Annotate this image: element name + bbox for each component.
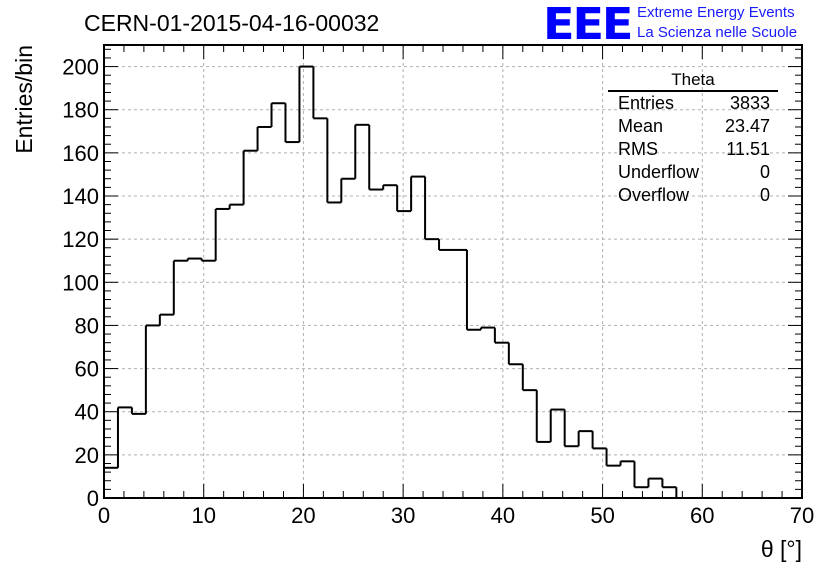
y-tick-label: 180 — [62, 98, 99, 123]
y-tick-label: 120 — [62, 227, 99, 252]
x-axis-label: θ [°] — [761, 536, 802, 562]
x-tick-label: 0 — [98, 503, 110, 528]
eee-logo: EEE — [543, 0, 633, 50]
y-tick-label: 200 — [62, 55, 99, 80]
brand-line-1: Extreme Energy Events — [637, 4, 795, 21]
stats-value: 3833 — [729, 93, 770, 113]
y-tick-label: 40 — [75, 400, 99, 425]
stats-value: 0 — [759, 162, 770, 182]
y-tick-label: 160 — [62, 141, 99, 166]
y-axis-label: Entries/bin — [11, 45, 37, 154]
histogram-bars — [103, 65, 691, 499]
stats-label: Mean — [618, 116, 664, 136]
stats-value: 0 — [759, 185, 770, 205]
y-tick-label: 100 — [62, 270, 99, 295]
x-tick-label: 10 — [191, 503, 215, 528]
x-tick-label: 70 — [790, 503, 814, 528]
stats-row-entries: Entries 3833 — [608, 92, 778, 115]
y-tick-label: 60 — [75, 357, 99, 382]
x-tick-label: 40 — [491, 503, 515, 528]
stats-row-mean: Mean 23.47 — [608, 115, 778, 138]
stats-row-rms: RMS 11.51 — [608, 138, 778, 161]
x-tick-label: 60 — [690, 503, 714, 528]
stats-title: Theta — [608, 70, 778, 92]
axis-ticks — [103, 45, 803, 499]
grid-lines — [104, 45, 802, 498]
x-tick-label: 50 — [590, 503, 614, 528]
stats-box: Theta Entries 3833 Mean 23.47 RMS 11.51 … — [608, 70, 778, 207]
y-tick-label: 80 — [75, 313, 99, 338]
y-tick-label: 140 — [62, 184, 99, 209]
stats-value: 11.51 — [726, 139, 770, 159]
stats-label: RMS — [618, 139, 658, 159]
stats-value: 23.47 — [724, 116, 770, 136]
x-tick-label: 30 — [391, 503, 415, 528]
stats-row-underflow: Underflow 0 — [608, 161, 778, 184]
stats-row-overflow: Overflow 0 — [608, 184, 778, 207]
tick-labels: 0 10 20 30 40 50 60 70 0 20 40 60 80 100 120 140 160 180 2… — [62, 55, 814, 528]
chart-title: CERN-01-2015-04-16-00032 — [84, 10, 380, 36]
y-tick-label: 0 — [87, 486, 99, 511]
brand-line-2: La Scienza nelle Scuole — [637, 24, 798, 41]
y-tick-label: 20 — [75, 443, 99, 468]
stats-label: Underflow — [618, 162, 700, 182]
stats-label: Entries — [618, 93, 675, 113]
x-tick-label: 20 — [291, 503, 315, 528]
stats-label: Overflow — [618, 185, 690, 205]
plot-frame — [103, 44, 803, 499]
